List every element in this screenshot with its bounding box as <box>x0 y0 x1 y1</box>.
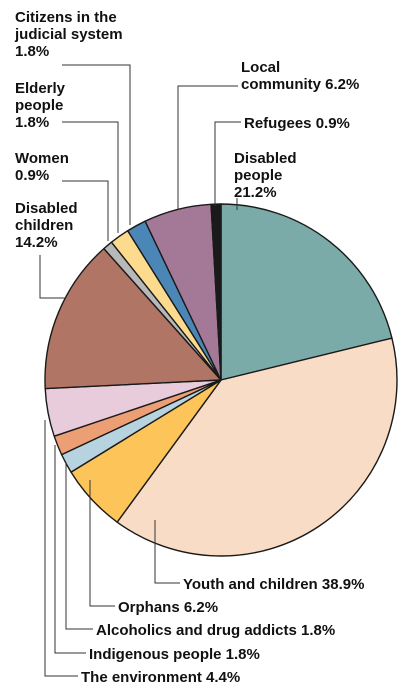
slice-label: people <box>234 167 282 184</box>
leader-line <box>44 420 78 677</box>
leader-line <box>177 85 238 210</box>
pie-slice <box>220 203 393 381</box>
slice-label: community 6.2% <box>241 76 359 93</box>
slice-label: children <box>15 217 73 234</box>
slice-label: Indigenous people 1.8% <box>89 646 260 663</box>
leader-line <box>214 121 241 206</box>
slice-label: Alcoholics and drug addicts 1.8% <box>96 622 335 639</box>
slice-label: Local <box>241 59 280 76</box>
slice-label: Disabled <box>15 200 78 217</box>
slice-label: 14.2% <box>15 234 58 251</box>
leader-lines <box>39 64 241 677</box>
pie-slice <box>44 247 222 390</box>
slice-label: Refugees 0.9% <box>244 115 350 132</box>
leader-line <box>62 180 109 241</box>
leader-line <box>154 520 180 584</box>
leader-line <box>39 255 66 299</box>
slice-label: 1.8% <box>15 43 49 60</box>
slice-label: Women <box>15 150 69 167</box>
leader-line <box>54 445 86 654</box>
slice-label: 0.9% <box>15 167 49 184</box>
leader-line <box>89 480 115 607</box>
slice-label: people <box>15 97 63 114</box>
leader-line <box>65 462 93 630</box>
slice-label: Citizens in the <box>15 9 117 26</box>
slice-label: 1.8% <box>15 114 49 131</box>
pie-slice <box>116 337 398 557</box>
slice-label: Disabled <box>234 150 297 167</box>
pie-slices <box>44 203 398 557</box>
leader-line <box>62 121 119 233</box>
leader-line <box>62 64 131 225</box>
slice-label: Youth and children 38.9% <box>183 576 364 593</box>
slice-label: The environment 4.4% <box>81 669 240 686</box>
slice-label: 21.2% <box>234 184 277 201</box>
pie-slice <box>210 203 222 381</box>
slice-label: Elderly <box>15 80 66 97</box>
slice-label: Orphans 6.2% <box>118 599 218 616</box>
slice-label: judicial system <box>14 26 123 43</box>
